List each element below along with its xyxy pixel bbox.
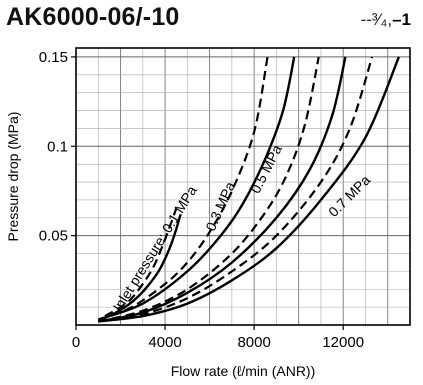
series-03-dashed-curve <box>97 56 269 321</box>
curve-label-0-5mpa: 0.5 MPa <box>247 142 285 196</box>
chart-title: AK6000-06/-10 <box>6 3 180 31</box>
series-05-solid-curve <box>98 56 347 323</box>
legend-key: --³⁄₄,–1 <box>361 10 411 30</box>
x-tick-label: 0 <box>72 334 80 351</box>
y-tick-label: 0.1 <box>47 138 68 155</box>
series-01-dashed-curve <box>104 208 178 318</box>
curve-label-0-7mpa: 0.7 MPa <box>325 172 373 220</box>
curves <box>97 56 401 323</box>
plot-frame <box>75 47 411 326</box>
series-07-dashed-curve <box>98 56 374 323</box>
curve-label-0-3mpa: 0.3 MPa <box>202 179 238 233</box>
x-tick-label: 8000 <box>237 334 270 351</box>
legend-solid-label: –1 <box>392 10 411 29</box>
legend-dashed-label: --³⁄₄, <box>360 10 393 29</box>
y-tick-label: 0.15 <box>39 49 68 66</box>
series-07-solid-curve <box>98 56 401 323</box>
x-tick-label: 4000 <box>148 334 181 351</box>
series-05-dashed-curve <box>98 56 320 323</box>
grid <box>76 48 410 325</box>
series-01-solid-curve <box>108 213 182 318</box>
x-axis-label: Flow rate (ℓ/min (ANR)) <box>171 363 316 379</box>
ticks: 0 4000 8000 12000 0.05 0.1 0.15 <box>39 49 364 351</box>
y-axis-label: Pressure drop (MPa) <box>5 112 21 242</box>
y-tick-label: 0.05 <box>39 228 68 245</box>
x-tick-label: 12000 <box>322 334 364 351</box>
series-03-solid-curve <box>97 56 296 321</box>
